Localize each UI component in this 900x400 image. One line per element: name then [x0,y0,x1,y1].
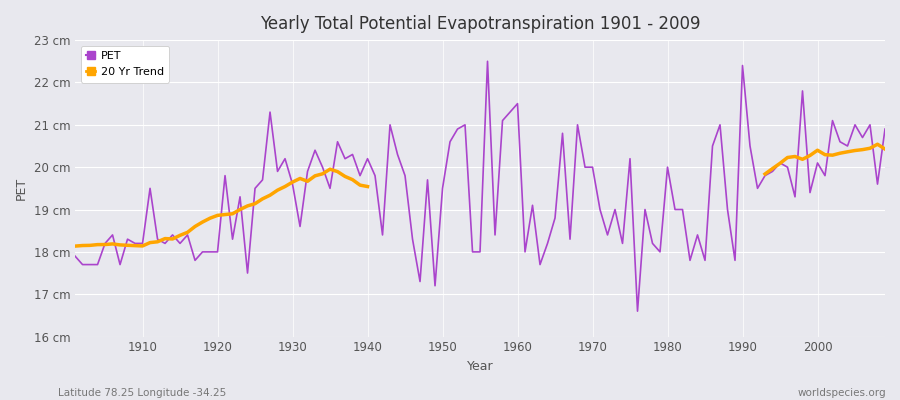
Title: Yearly Total Potential Evapotranspiration 1901 - 2009: Yearly Total Potential Evapotranspiratio… [260,15,700,33]
Text: worldspecies.org: worldspecies.org [798,388,886,398]
X-axis label: Year: Year [467,360,493,373]
Y-axis label: PET: PET [15,177,28,200]
Text: Latitude 78.25 Longitude -34.25: Latitude 78.25 Longitude -34.25 [58,388,227,398]
Legend: PET, 20 Yr Trend: PET, 20 Yr Trend [81,46,169,82]
